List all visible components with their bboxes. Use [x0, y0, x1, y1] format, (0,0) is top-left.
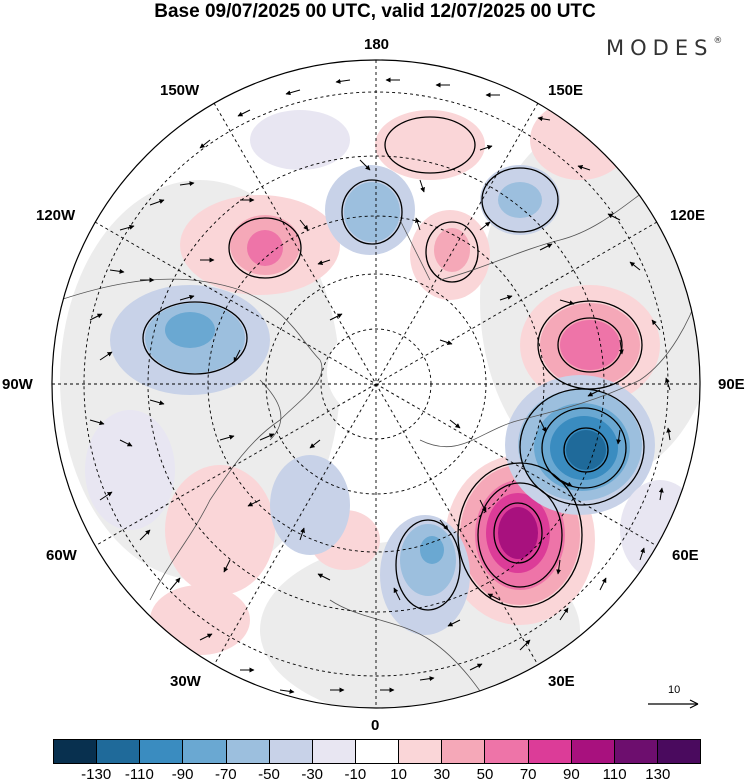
map-boundary — [51, 59, 701, 709]
colorbar-tick-label: -130 — [81, 766, 112, 783]
colorbar-tick-label: 30 — [433, 766, 451, 783]
lon-label-90e: 90E — [718, 376, 745, 393]
colorbar-swatch — [657, 740, 701, 763]
colorbar-tick-label: -10 — [344, 766, 367, 783]
colorbar-tick-label: 90 — [563, 766, 580, 783]
colorbar-tick-label: -90 — [171, 766, 194, 783]
colorbar — [53, 739, 701, 764]
colorbar-tick-label: 10 — [390, 766, 407, 783]
colorbar-swatch — [399, 740, 443, 763]
polar-map — [51, 59, 701, 709]
modes-logo: MODES® — [606, 36, 722, 60]
colorbar-swatch — [571, 740, 615, 763]
brand-text: MODES — [606, 36, 714, 60]
lon-label-30w: 30W — [170, 673, 201, 690]
colorbar-tick-label: -110 — [124, 766, 154, 783]
lon-label-120e: 120E — [670, 207, 706, 224]
colorbar-swatch — [140, 740, 184, 763]
colorbar-tick-label: -70 — [214, 766, 237, 783]
colorbar-swatch — [54, 740, 98, 763]
colorbar-tick-label: 110 — [602, 766, 627, 783]
lon-label-60w: 60W — [46, 547, 77, 564]
colorbar-swatch — [442, 740, 486, 763]
colorbar-swatch — [355, 740, 400, 763]
brand-mark: ® — [713, 36, 723, 46]
colorbar-swatch — [312, 740, 356, 763]
lon-label-150e: 150E — [548, 82, 584, 99]
colorbar-swatch — [614, 740, 658, 763]
colorbar-swatch — [226, 740, 270, 763]
meridians — [52, 60, 700, 708]
colorbar-tick-label: 70 — [519, 766, 537, 783]
colorbar-swatch — [97, 740, 141, 763]
lon-label-120w: 120W — [36, 207, 76, 224]
lon-label-180: 180 — [364, 36, 390, 53]
colorbar-tick-label: -30 — [301, 766, 324, 783]
wind-vectors — [89, 77, 672, 694]
colorbar-swatch — [485, 740, 529, 763]
chart-title: Base 09/07/2025 00 UTC, valid 12/07/2025… — [154, 1, 596, 22]
colorbar-swatch — [528, 740, 572, 763]
anomaly-field — [52, 60, 700, 708]
lon-label-0: 0 — [371, 717, 380, 734]
contour-lines — [142, 116, 645, 611]
lon-label-60e: 60E — [672, 547, 699, 564]
lon-label-30e: 30E — [548, 673, 575, 690]
reference-vector-label: 10 — [668, 684, 681, 696]
lon-label-90w: 90W — [2, 376, 33, 393]
colorbar-tick-label: 130 — [645, 766, 671, 783]
reference-vector-arrow — [648, 699, 699, 709]
colorbar-swatch — [183, 740, 227, 763]
colorbar-swatch — [269, 740, 313, 763]
lon-label-150w: 150W — [160, 82, 200, 99]
colorbar-tick-label: -50 — [258, 766, 280, 783]
colorbar-tick-label: 50 — [476, 766, 494, 783]
